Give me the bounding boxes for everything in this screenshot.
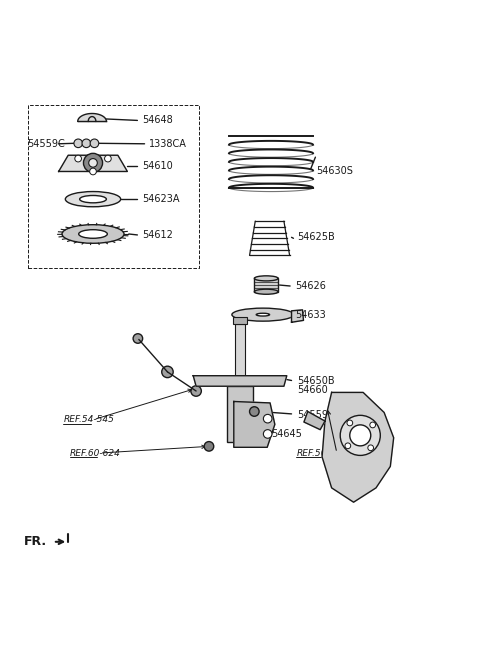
Polygon shape xyxy=(59,155,127,171)
Ellipse shape xyxy=(62,225,124,243)
Text: 54650B: 54650B xyxy=(297,377,335,386)
Polygon shape xyxy=(291,310,303,322)
Polygon shape xyxy=(234,401,275,447)
Circle shape xyxy=(105,155,111,162)
Ellipse shape xyxy=(65,192,120,207)
Circle shape xyxy=(345,443,351,449)
Circle shape xyxy=(89,159,97,167)
Bar xyxy=(233,317,247,324)
Circle shape xyxy=(74,139,83,148)
Text: 54645: 54645 xyxy=(271,429,302,439)
Circle shape xyxy=(90,139,99,148)
Circle shape xyxy=(264,430,272,438)
Polygon shape xyxy=(304,411,325,430)
Ellipse shape xyxy=(79,230,108,238)
Text: 54633: 54633 xyxy=(295,310,325,319)
Text: 54612: 54612 xyxy=(142,230,173,240)
Text: FR.: FR. xyxy=(24,535,48,548)
Ellipse shape xyxy=(254,289,278,295)
Circle shape xyxy=(264,415,272,423)
Bar xyxy=(227,386,253,441)
Text: 54648: 54648 xyxy=(142,115,173,125)
Text: 54559C: 54559C xyxy=(28,139,65,149)
Text: 54623A: 54623A xyxy=(142,194,180,204)
Ellipse shape xyxy=(256,313,270,316)
Circle shape xyxy=(350,425,371,446)
Text: 54626: 54626 xyxy=(295,281,326,291)
Circle shape xyxy=(90,168,96,174)
Circle shape xyxy=(82,139,91,148)
Text: REF.54-545: REF.54-545 xyxy=(63,415,114,424)
Text: 1338CA: 1338CA xyxy=(149,139,187,149)
Circle shape xyxy=(204,441,214,451)
Text: 54610: 54610 xyxy=(142,161,173,171)
Ellipse shape xyxy=(80,195,107,203)
Circle shape xyxy=(370,422,375,428)
Circle shape xyxy=(340,415,380,455)
Bar xyxy=(235,324,245,376)
Text: 54630S: 54630S xyxy=(316,165,353,176)
Bar xyxy=(254,278,278,292)
Polygon shape xyxy=(322,392,394,502)
Text: REF.50-517: REF.50-517 xyxy=(296,449,347,457)
Text: 54660: 54660 xyxy=(297,385,328,395)
Text: REF.60-624: REF.60-624 xyxy=(70,449,120,457)
Circle shape xyxy=(250,407,259,417)
Circle shape xyxy=(75,155,82,162)
Text: 54625B: 54625B xyxy=(297,232,335,242)
Circle shape xyxy=(191,386,201,396)
Circle shape xyxy=(133,334,143,343)
Text: 54559C: 54559C xyxy=(297,410,335,420)
Ellipse shape xyxy=(254,276,278,281)
Polygon shape xyxy=(193,376,287,386)
Ellipse shape xyxy=(232,308,294,321)
Circle shape xyxy=(347,420,353,426)
Circle shape xyxy=(368,445,373,451)
Circle shape xyxy=(162,366,173,378)
Circle shape xyxy=(84,154,103,173)
